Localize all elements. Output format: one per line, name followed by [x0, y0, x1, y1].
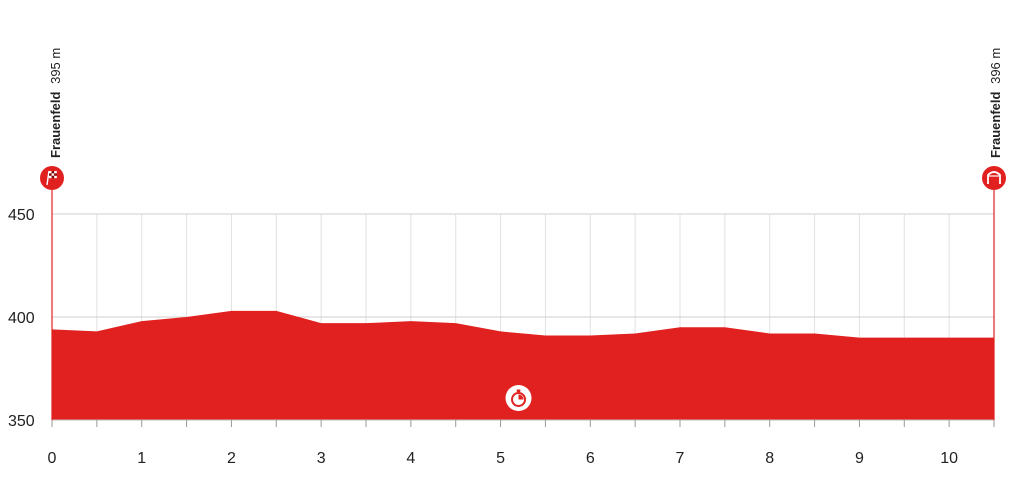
y-tick-label: 450 — [8, 207, 35, 224]
x-tick-label: 0 — [48, 450, 57, 467]
checkered-flag-icon — [40, 166, 64, 190]
finish-arch-icon — [982, 166, 1006, 190]
elevation-area — [52, 310, 994, 420]
x-tick-label: 4 — [406, 450, 415, 467]
x-tick-label: 1 — [137, 450, 146, 467]
x-tick-label: 9 — [855, 450, 864, 467]
x-tick-label: 7 — [676, 450, 685, 467]
x-tick-label: 2 — [227, 450, 236, 467]
x-tick-label: 6 — [586, 450, 595, 467]
x-tick-label: 8 — [765, 450, 774, 467]
x-tick-label: 10 — [940, 450, 958, 467]
axes: 0 1 2 3 4 5 6 7 8 9 10 350 400 450 — [8, 190, 995, 467]
y-tick-label: 350 — [8, 413, 35, 430]
y-tick-label: 400 — [8, 310, 35, 327]
x-tick-label: 3 — [317, 450, 326, 467]
x-tick-label: 5 — [496, 450, 505, 467]
profile-area-layer — [52, 310, 994, 420]
stopwatch-icon — [505, 385, 532, 411]
markers — [40, 166, 1006, 411]
